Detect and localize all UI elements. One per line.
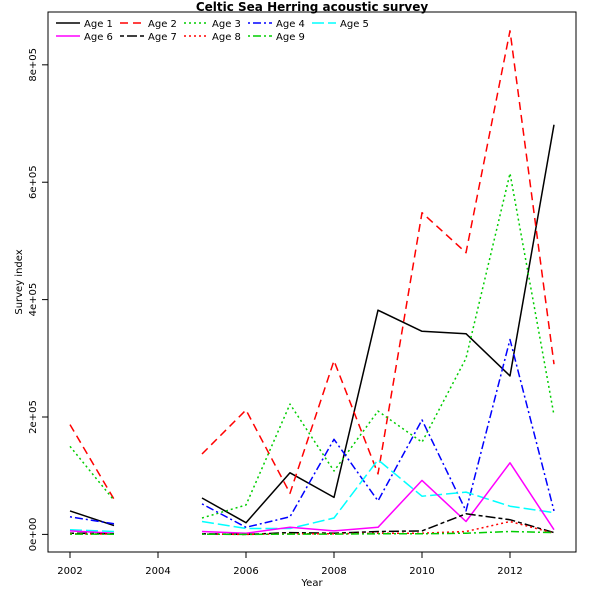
y-tick-label: 4e+05 xyxy=(28,283,39,317)
plot-frame xyxy=(47,11,577,553)
legend-label: Age 6 xyxy=(84,32,113,43)
series-line xyxy=(69,513,555,536)
legend-item: Age 7 xyxy=(120,32,177,43)
series-layer xyxy=(69,30,555,536)
x-tick-label: 2002 xyxy=(57,566,82,577)
series-line xyxy=(69,530,555,536)
series-3 xyxy=(69,172,555,519)
legend-label: Age 8 xyxy=(212,32,241,43)
series-7 xyxy=(69,513,555,536)
x-axis-label: Year xyxy=(300,578,323,589)
series-1 xyxy=(69,124,555,527)
y-tick-label: 8e+05 xyxy=(28,48,39,82)
x-tick-label: 2004 xyxy=(145,566,170,577)
y-axis: 0e+00 2e+05 4e+05 6e+05 8e+05 xyxy=(28,48,48,551)
legend-label: Age 1 xyxy=(84,19,113,30)
series-9 xyxy=(69,530,555,536)
series-4 xyxy=(69,338,555,529)
series-5 xyxy=(69,459,555,533)
legend-item: Age 6 xyxy=(56,32,113,43)
y-tick-label: 2e+05 xyxy=(28,400,39,434)
legend-item: Age 3 xyxy=(184,19,241,30)
legend: Age 1 Age 2 Age 3 Age 4 Age 5 Age 6 Age 7 Age 8… xyxy=(56,19,369,43)
legend-label: Age 9 xyxy=(276,32,305,43)
series-line xyxy=(69,30,555,500)
series-line xyxy=(69,124,555,527)
x-axis: 2002 2004 2006 2008 2010 2012 xyxy=(57,552,523,577)
series-line xyxy=(69,462,555,534)
x-tick-label: 2010 xyxy=(409,566,434,577)
legend-item: Age 8 xyxy=(184,32,241,43)
x-tick-label: 2012 xyxy=(497,566,522,577)
series-line xyxy=(69,459,555,533)
legend-item: Age 1 xyxy=(56,19,113,30)
series-6 xyxy=(69,462,555,534)
chart-title: Celtic Sea Herring acoustic survey xyxy=(196,0,429,14)
legend-item: Age 4 xyxy=(248,19,305,30)
series-line xyxy=(69,172,555,519)
x-tick-label: 2008 xyxy=(321,566,346,577)
series-line xyxy=(69,338,555,529)
legend-item: Age 9 xyxy=(248,32,305,43)
legend-label: Age 3 xyxy=(212,19,241,30)
legend-label: Age 2 xyxy=(148,19,177,30)
x-tick-label: 2006 xyxy=(233,566,258,577)
legend-label: Age 4 xyxy=(276,19,305,30)
legend-label: Age 5 xyxy=(340,19,369,30)
legend-label: Age 7 xyxy=(148,32,177,43)
legend-item: Age 5 xyxy=(312,19,369,30)
y-tick-label: 0e+00 xyxy=(28,518,39,552)
y-axis-label: Survey index xyxy=(14,249,25,314)
legend-item: Age 2 xyxy=(120,19,177,30)
series-2 xyxy=(69,30,555,500)
y-tick-label: 6e+05 xyxy=(28,165,39,199)
